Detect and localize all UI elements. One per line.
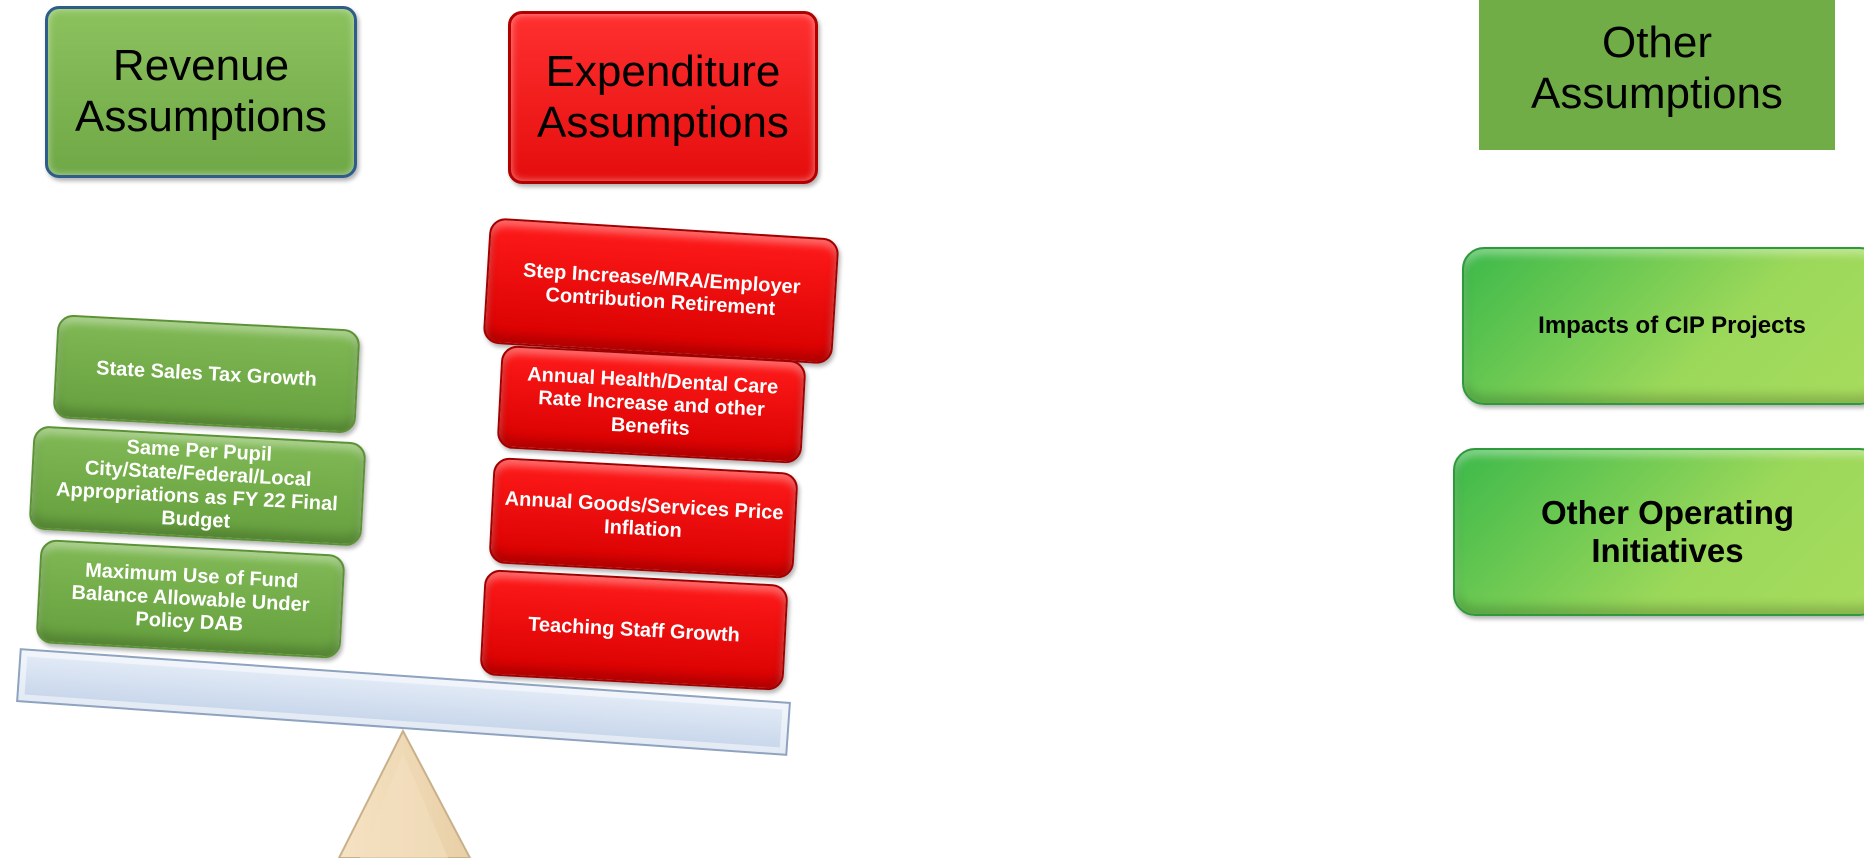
expenditure-header: Expenditure Assumptions (508, 11, 818, 184)
revenue-item: State Sales Tax Growth (52, 314, 360, 434)
expenditure-item: Annual Goods/Services Price Inflation (488, 457, 798, 579)
expenditure-item: Annual Health/Dental Care Rate Increase … (497, 345, 807, 464)
expenditure-item: Teaching Staff Growth (479, 569, 788, 691)
other-header: Other Assumptions (1479, 0, 1835, 150)
revenue-item: Maximum Use of Fund Balance Allowable Un… (35, 539, 345, 659)
revenue-header: Revenue Assumptions (45, 6, 357, 178)
other-item: Impacts of CIP Projects (1462, 247, 1864, 405)
page: {"revenue": {"title": "Revenue Assumptio… (0, 0, 1864, 858)
expenditure-item: Step Increase/MRA/Employer Contribution … (482, 217, 839, 364)
other-item: Other Operating Initiatives (1453, 448, 1864, 616)
fulcrum (330, 725, 480, 858)
revenue-item: Same Per Pupil City/State/Federal/Local … (29, 425, 367, 546)
